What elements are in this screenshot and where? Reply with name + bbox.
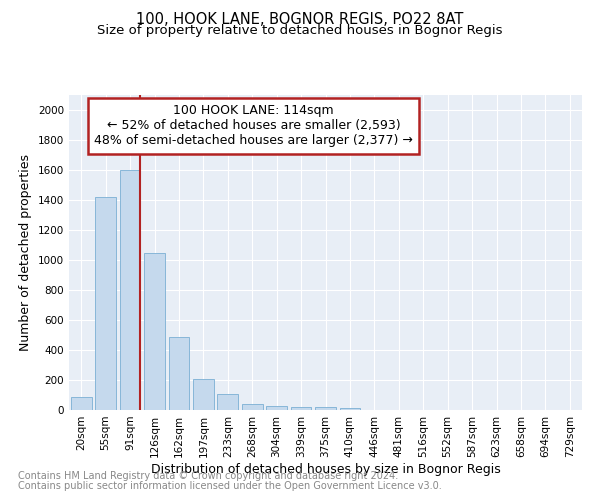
Bar <box>193 379 214 410</box>
X-axis label: Distribution of detached houses by size in Bognor Regis: Distribution of detached houses by size … <box>151 462 500 475</box>
Text: Contains HM Land Registry data © Crown copyright and database right 2024.: Contains HM Land Registry data © Crown c… <box>18 471 398 481</box>
Y-axis label: Number of detached properties: Number of detached properties <box>19 154 32 351</box>
Bar <box>144 252 165 410</box>
Bar <box>266 406 287 410</box>
Text: 100 HOOK LANE: 114sqm
← 52% of detached houses are smaller (2,593)
48% of semi-d: 100 HOOK LANE: 114sqm ← 52% of detached … <box>94 104 413 148</box>
Bar <box>315 407 336 410</box>
Bar <box>242 404 263 410</box>
Bar <box>217 394 238 410</box>
Bar <box>290 406 311 410</box>
Bar <box>340 408 361 410</box>
Text: 100, HOOK LANE, BOGNOR REGIS, PO22 8AT: 100, HOOK LANE, BOGNOR REGIS, PO22 8AT <box>136 12 464 28</box>
Bar <box>169 336 190 410</box>
Text: Size of property relative to detached houses in Bognor Regis: Size of property relative to detached ho… <box>97 24 503 37</box>
Bar <box>71 397 92 410</box>
Text: Contains public sector information licensed under the Open Government Licence v3: Contains public sector information licen… <box>18 481 442 491</box>
Bar <box>95 197 116 410</box>
Bar <box>119 170 140 410</box>
